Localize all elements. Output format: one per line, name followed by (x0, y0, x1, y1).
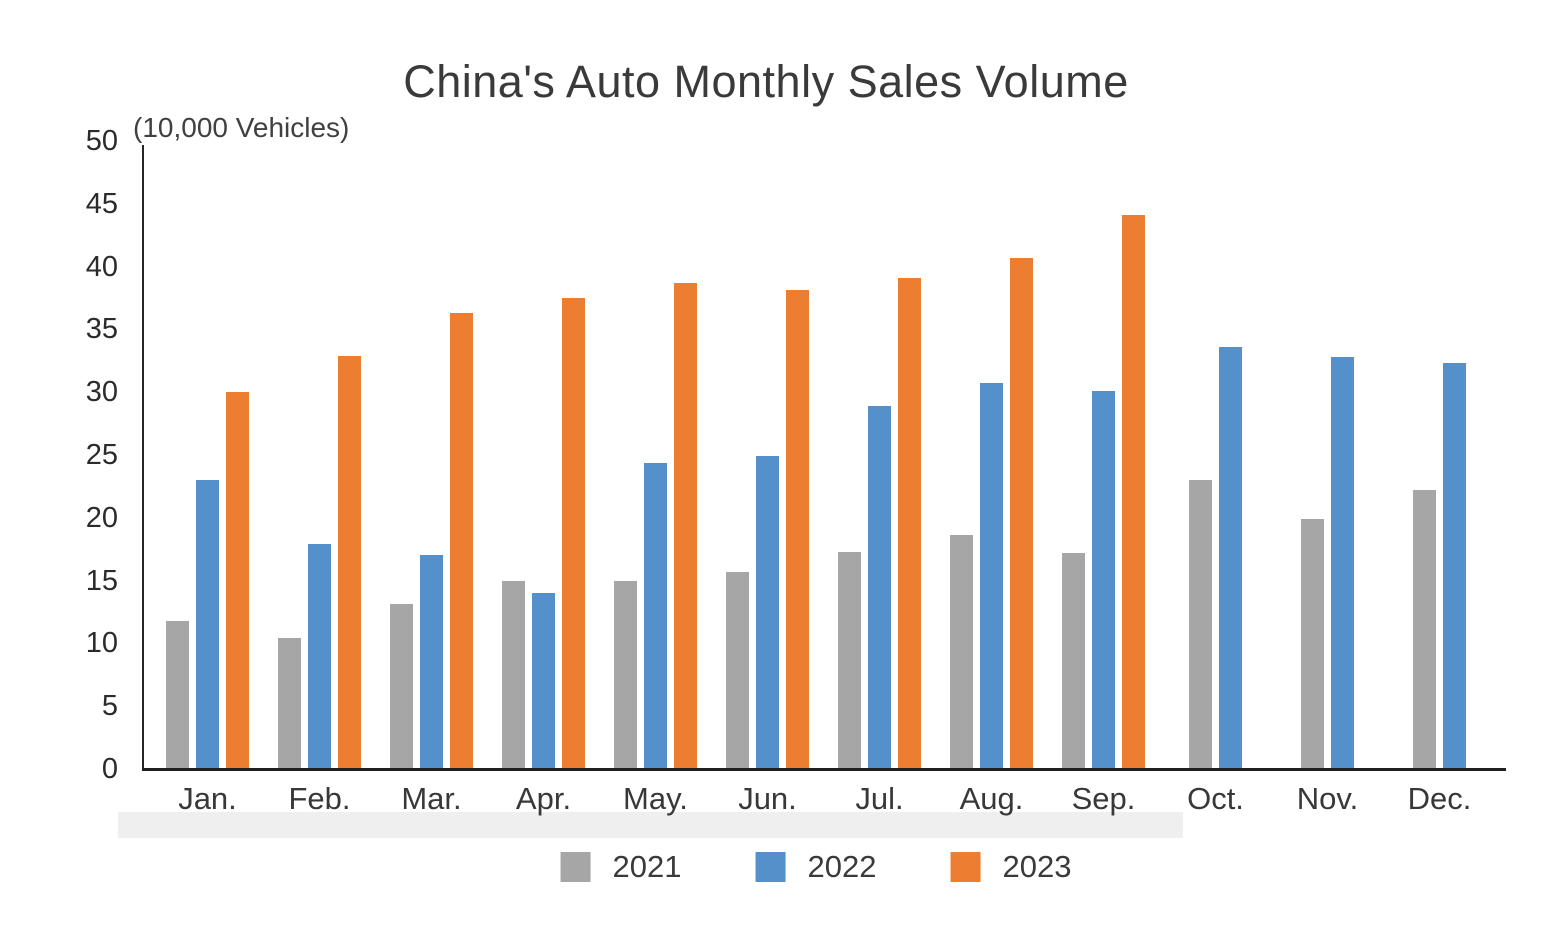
bar-2022-nov (1331, 357, 1354, 769)
bar-2022-apr (532, 593, 555, 769)
bar-2022-jun (756, 456, 779, 769)
y-tick-label-0: 0 (101, 753, 118, 785)
legend-swatch-2021 (560, 851, 591, 882)
bar-2021-nov (1301, 519, 1324, 769)
x-axis-label-jul: Jul. (855, 781, 904, 816)
y-tick-label-45: 45 (85, 187, 118, 220)
bar-2022-may (644, 462, 667, 769)
bar-2022-dec (1443, 363, 1466, 769)
bar-2021-aug (950, 535, 973, 769)
y-axis-line (142, 145, 144, 770)
x-axis-label-jan: Jan. (178, 781, 237, 816)
legend-label-2023: 2023 (1002, 849, 1072, 884)
bar-2021-apr (502, 580, 525, 769)
bar-2021-sep (1062, 552, 1085, 769)
legend: 2021 2022 2023 (560, 849, 1071, 884)
x-axis-label-apr: Apr. (515, 781, 572, 816)
legend-item-2022: 2022 (755, 849, 877, 884)
x-axis-line (142, 768, 1506, 771)
bar-2022-sep (1092, 390, 1115, 769)
y-tick-label-15: 15 (85, 564, 118, 597)
bar-2021-jul (838, 551, 861, 769)
y-tick-label-10: 10 (85, 627, 118, 660)
bar-2022-feb (308, 544, 331, 769)
legend-label-2021: 2021 (612, 849, 682, 884)
x-axis-label-feb: Feb. (288, 781, 351, 816)
x-axis-label-mar: Mar. (401, 781, 462, 816)
x-axis-label-aug: Aug. (959, 781, 1024, 816)
y-tick-label-40: 40 (85, 250, 118, 283)
bar-2023-apr (562, 298, 585, 769)
bar-2022-jul (868, 406, 891, 769)
y-tick-label-25: 25 (85, 439, 118, 471)
bar-2021-oct (1189, 480, 1212, 769)
bar-2023-jan (226, 392, 249, 769)
bar-2022-jan (196, 480, 219, 769)
x-axis-label-nov: Nov. (1296, 781, 1359, 816)
x-axis-label-may: May. (623, 781, 688, 816)
legend-swatch-2022 (755, 851, 786, 882)
legend-item-2023: 2023 (950, 851, 1071, 882)
bar-2021-mar (390, 604, 413, 769)
bar-2023-jun (786, 290, 809, 769)
bar-2021-jun (726, 571, 749, 769)
bar-2022-mar (420, 555, 443, 769)
x-axis-label-dec: Dec. (1407, 781, 1472, 816)
y-tick-label-35: 35 (85, 313, 118, 346)
bar-2023-feb (338, 355, 361, 769)
bar-2023-may (674, 282, 697, 769)
legend-label-2022: 2022 (807, 849, 877, 884)
bar-2021-may (614, 580, 637, 769)
x-axis-label-sep: Sep. (1071, 781, 1136, 816)
legend-swatch-2023 (950, 851, 981, 882)
y-tick-label-20: 20 (85, 501, 118, 534)
bar-2023-jul (898, 277, 921, 769)
bar-2021-feb (278, 638, 301, 769)
legend-item-2021: 2021 (560, 849, 682, 884)
bar-2022-aug (980, 383, 1003, 769)
bar-2021-dec (1413, 490, 1436, 769)
month-highlight-strip (118, 812, 1183, 838)
bar-2022-oct (1219, 346, 1242, 769)
bar-2023-mar (450, 313, 473, 769)
x-axis-label-oct: Oct. (1187, 781, 1244, 816)
y-tick-label-30: 30 (85, 376, 118, 409)
bar-2023-aug (1010, 257, 1033, 769)
bar-2021-jan (166, 620, 189, 769)
y-tick-label-50: 50 (85, 125, 118, 157)
bar-2023-sep (1122, 215, 1145, 769)
chart-title: China's Auto Monthly Sales Volume (403, 56, 1129, 107)
x-axis-label-jun: Jun. (738, 781, 797, 816)
y-axis-unit-label: (10,000 Vehicles) (133, 112, 350, 143)
y-tick-label-5: 5 (101, 690, 118, 723)
